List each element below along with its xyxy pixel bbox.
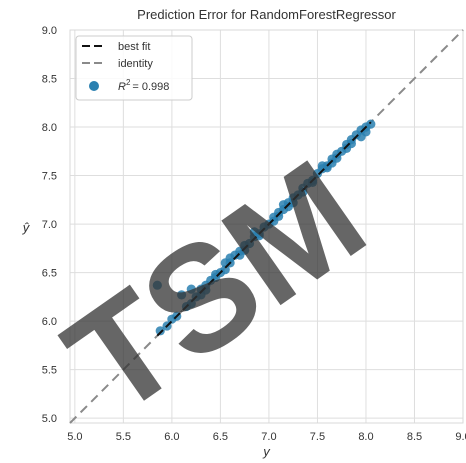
data-point xyxy=(152,280,162,290)
chart-title: Prediction Error for RandomForestRegress… xyxy=(137,7,396,22)
data-point xyxy=(155,326,165,336)
r2-superscript: 2 xyxy=(126,78,131,87)
y-tick-label: 7.5 xyxy=(42,171,57,183)
data-point xyxy=(220,265,230,275)
y-tick-label: 8.5 xyxy=(42,74,57,86)
x-tick-label: 9.0 xyxy=(455,431,466,443)
y-tick-labels: 5.0 5.5 6.0 6.5 7.0 7.5 8.0 8.5 9.0 xyxy=(42,25,57,425)
y-axis-label: ŷ xyxy=(22,220,31,235)
x-tick-label: 5.5 xyxy=(116,431,131,443)
data-point xyxy=(186,299,196,309)
x-tick-label: 5.0 xyxy=(67,431,82,443)
data-point xyxy=(317,161,327,171)
x-tick-label: 8.5 xyxy=(407,431,422,443)
plot-area-frame xyxy=(69,29,464,424)
r2-symbol: R xyxy=(118,81,126,93)
x-tick-label: 6.5 xyxy=(213,431,228,443)
data-point xyxy=(210,269,221,280)
data-point xyxy=(327,158,337,168)
x-axis-label: y xyxy=(262,444,271,459)
legend-best-fit-label: best fit xyxy=(118,41,150,53)
y-tick-label: 5.5 xyxy=(42,365,57,377)
data-point xyxy=(186,284,196,294)
legend: best fit identity R2 = 0.998 xyxy=(75,35,193,101)
y-tick-label: 7.0 xyxy=(42,219,57,231)
data-point xyxy=(283,202,293,212)
x-tick-label: 7.5 xyxy=(310,431,325,443)
data-point xyxy=(240,245,250,255)
legend-point-swatch xyxy=(89,81,99,91)
legend-box xyxy=(75,35,193,101)
data-point xyxy=(196,290,206,300)
best-fit-line xyxy=(156,121,372,337)
x-tick-labels: 5.0 5.5 6.0 6.5 7.0 7.5 8.0 8.5 9.0 xyxy=(67,431,466,443)
data-point xyxy=(298,187,308,197)
data-point xyxy=(176,290,187,300)
y-tick-label: 9.0 xyxy=(42,25,57,37)
legend-r2-label: R2 = 0.998 xyxy=(118,78,169,93)
y-tick-label: 6.0 xyxy=(42,316,57,328)
data-point xyxy=(307,177,318,187)
data-point xyxy=(366,119,376,129)
r2-value: = 0.998 xyxy=(132,81,169,93)
data-point xyxy=(225,253,235,263)
y-tick-label: 8.0 xyxy=(42,122,57,134)
legend-identity-label: identity xyxy=(118,58,153,70)
data-point xyxy=(346,138,357,149)
data-point xyxy=(269,216,279,226)
x-tick-label: 7.0 xyxy=(261,431,276,443)
y-tick-label: 5.0 xyxy=(42,413,57,425)
data-point xyxy=(249,227,259,237)
x-tick-label: 8.0 xyxy=(358,431,373,443)
data-point xyxy=(361,127,371,137)
x-tick-label: 6.0 xyxy=(164,431,179,443)
y-tick-label: 6.5 xyxy=(42,268,57,280)
